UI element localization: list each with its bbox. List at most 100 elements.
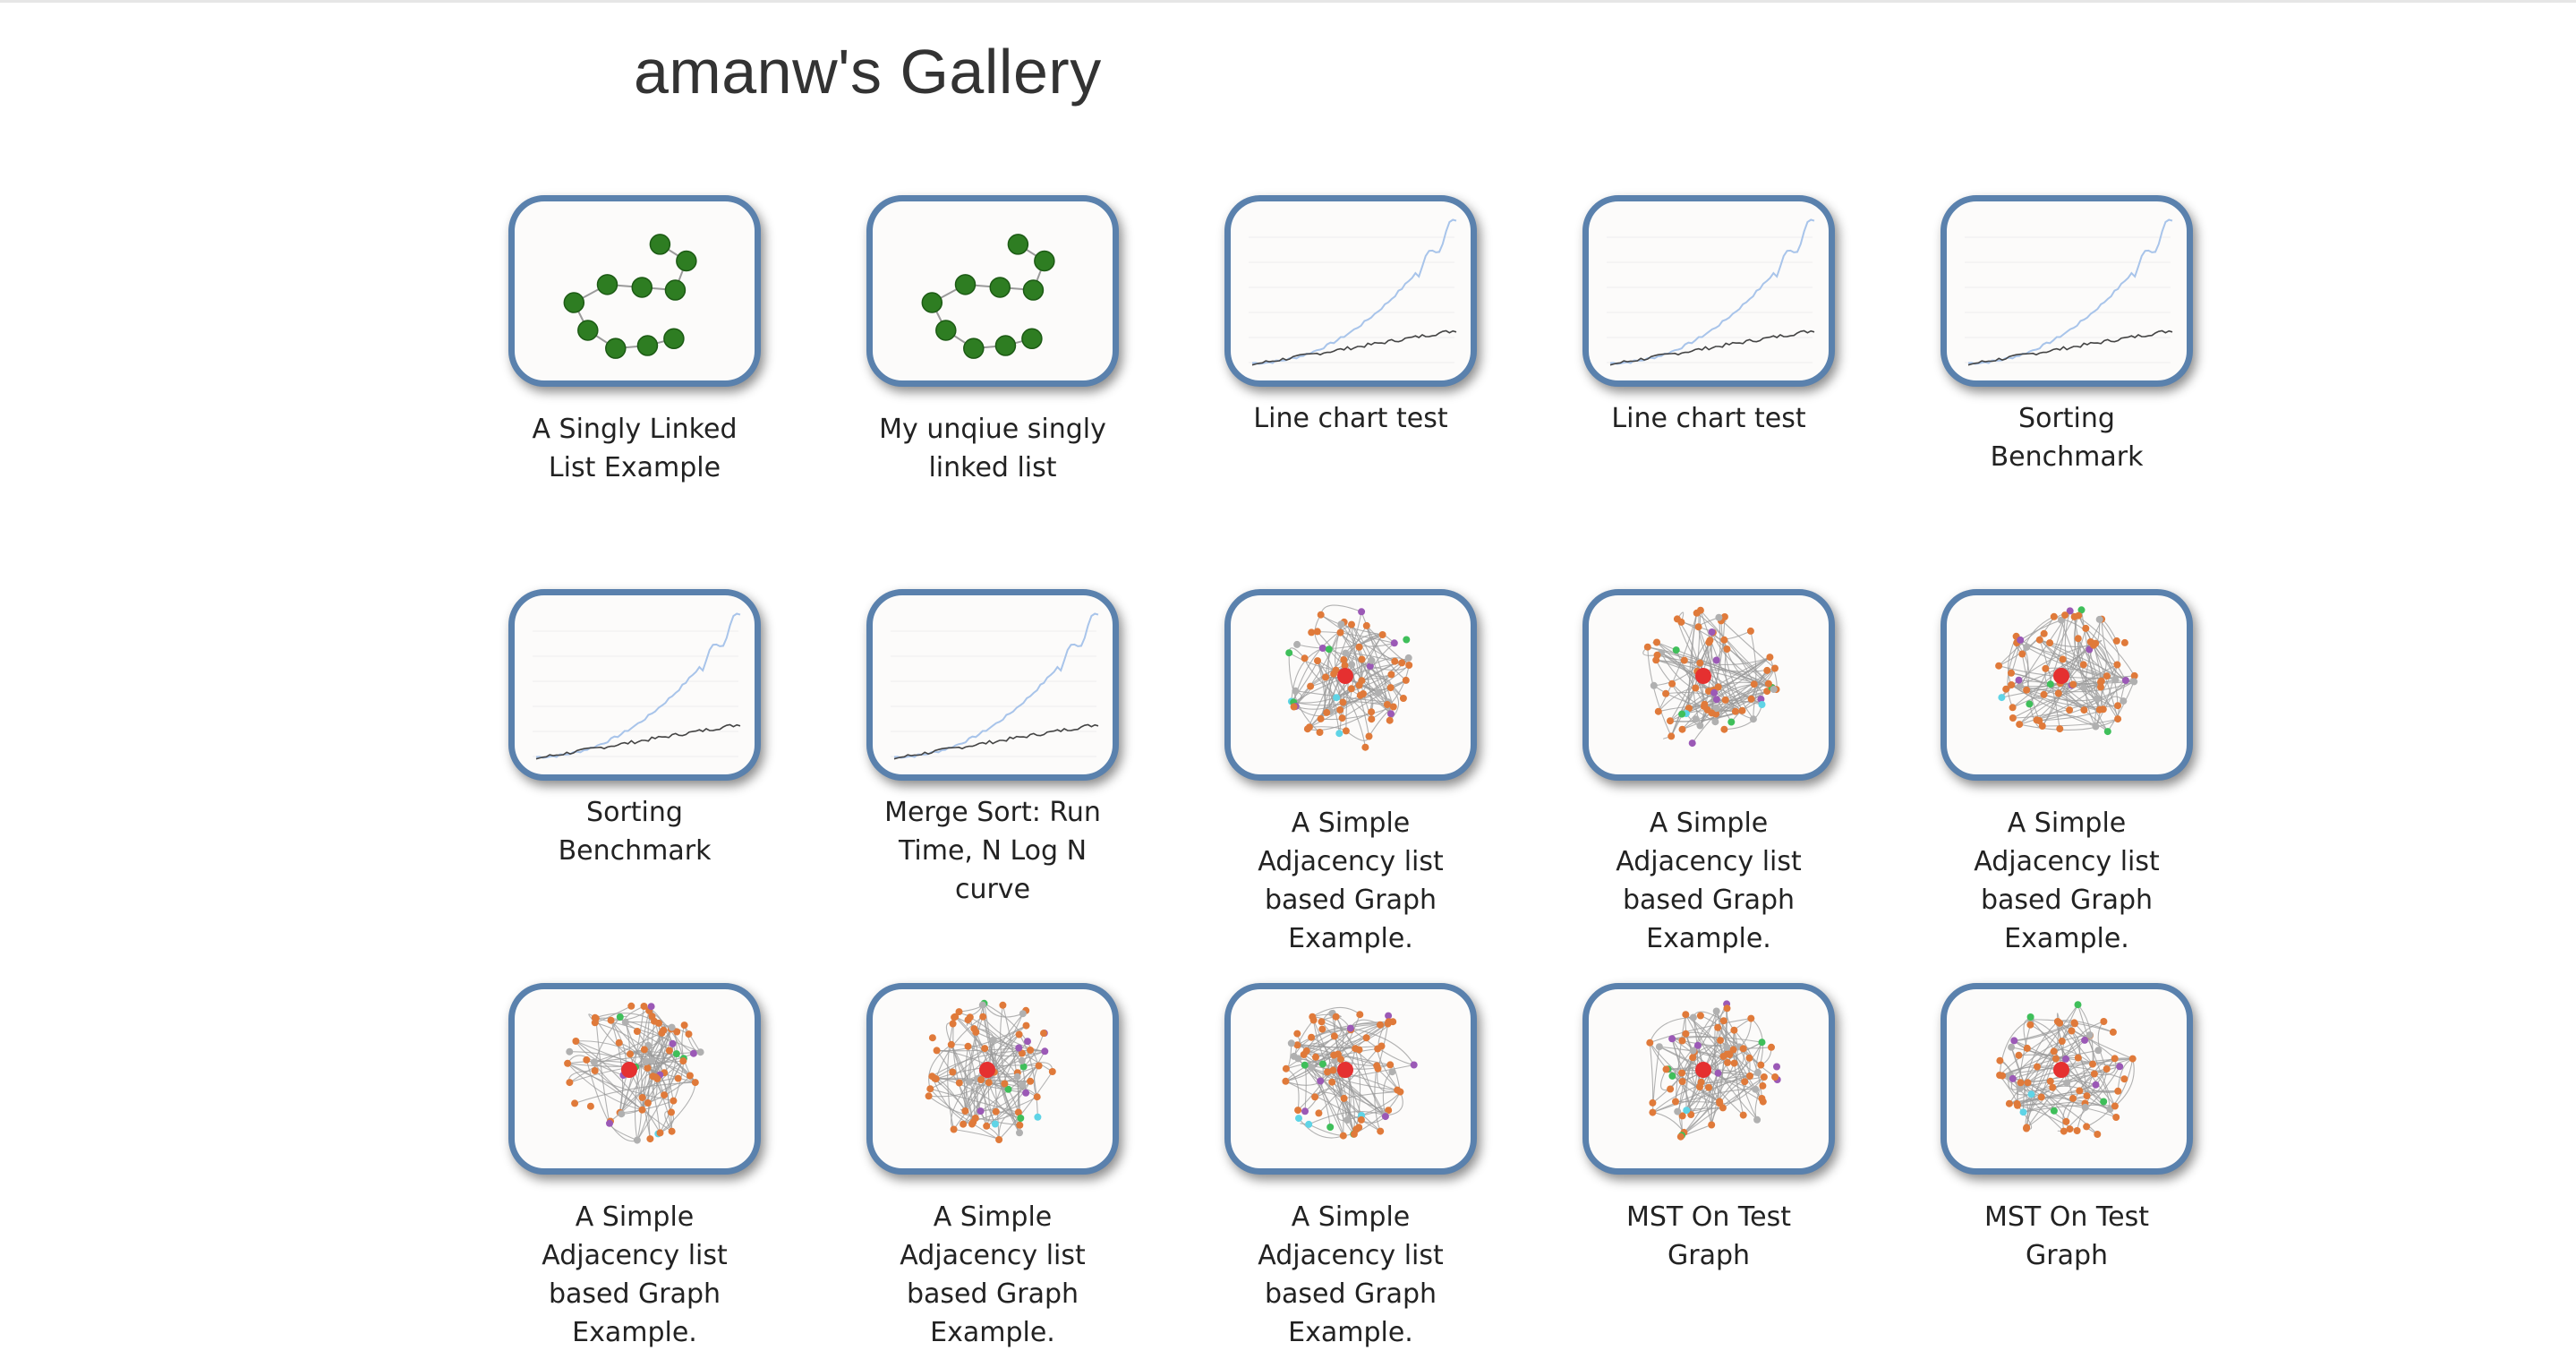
graph-hub-node [621,1062,637,1078]
graph-node [992,1107,1000,1115]
graph-node [1649,1108,1657,1116]
graph-node [1685,705,1693,713]
gallery-caption[interactable]: A Simple Adjacency list based Graph Exam… [1974,808,2160,954]
graph-node [972,1028,980,1036]
gallery-thumbnail[interactable] [1224,589,1477,781]
graph-node [1358,608,1366,616]
gallery-caption[interactable]: A Simple Adjacency list based Graph Exam… [542,1201,728,1348]
gallery-thumbnail[interactable] [1224,195,1477,387]
gallery-thumbnail[interactable] [1582,983,1835,1175]
graph-node [991,1120,999,1128]
gallery-thumbnail[interactable] [866,589,1119,781]
graph-node [648,1013,656,1021]
gallery-caption[interactable]: A Simple Adjacency list based Graph Exam… [1258,1201,1444,1348]
graph-node [627,1050,634,1058]
gallery-thumbnail[interactable] [1941,195,2193,387]
graph-hub-node [2053,1062,2069,1078]
gallery-caption[interactable]: MST On Test Graph [1625,1201,1792,1271]
graph-node [566,1047,574,1056]
gallery-thumbnail[interactable] [508,589,761,781]
graph-node [2038,722,2046,730]
graph-node [1720,636,1728,644]
graph-node [1330,1032,1338,1040]
gallery-thumbnail[interactable] [508,983,761,1175]
gallery-caption[interactable]: A Simple Adjacency list based Graph Exam… [900,1201,1086,1348]
gallery-thumbnail[interactable] [508,195,761,387]
gallery-caption[interactable]: My unqiue singly linked list [879,414,1106,483]
graph-node [1312,1053,1319,1061]
graph-node [1749,715,1757,723]
graph-node [2121,677,2129,684]
list-node [989,277,1011,298]
graph-node [2016,1084,2024,1092]
graph-node [696,1048,704,1056]
graph-node [1678,725,1686,733]
graph-node [1317,611,1325,619]
graph-node [1753,1068,1761,1076]
gallery-caption[interactable]: A Simple Adjacency list based Graph Exam… [1258,808,1444,954]
gallery-thumbnail[interactable] [866,983,1119,1175]
gallery-thumbnail[interactable] [1582,195,1835,387]
graph-node [1314,657,1321,665]
line-chart-drawing [1249,218,1457,366]
graph-node [1746,627,1754,635]
graph-node [1655,1043,1663,1051]
series-line-blue [1609,218,1815,365]
graph-node [2002,685,2010,693]
graph-node [2066,607,2074,615]
graph-node [661,1091,669,1099]
graph-node [1317,714,1325,722]
graph-node [591,1067,599,1074]
list-node [935,320,957,341]
graph-node [1689,1054,1697,1062]
graph-node [1995,662,2003,670]
gallery-caption[interactable]: Sorting Benchmark [558,797,712,867]
gallery-thumbnail[interactable] [866,195,1119,387]
graph-node [981,1045,989,1053]
gallery-thumbnail[interactable] [1224,983,1477,1175]
network-graph-drawing [1646,1000,1781,1141]
graph-node [1350,1130,1358,1138]
graph-node [2046,1077,2054,1085]
series-line-dark [535,723,741,760]
graph-node [1747,695,1755,703]
gallery-thumbnail[interactable] [1941,983,2193,1175]
graph-node [2060,1127,2068,1135]
graph-node [1678,1078,1686,1085]
graph-node [2113,661,2121,669]
graph-node [1758,1095,1766,1102]
graph-node [933,1047,941,1055]
gallery-caption[interactable]: Merge Sort: Run Time, N Log N curve [884,797,1101,905]
graph-node [1689,1047,1697,1055]
graph-node [1346,1024,1354,1032]
graph-node [1646,1038,1654,1047]
gallery-caption[interactable]: Line chart test [1611,403,1806,434]
graph-node [616,1013,624,1021]
graph-node [1696,659,1704,667]
graph-hub-node [1695,1062,1711,1078]
graph-node [1294,1107,1302,1115]
graph-node [999,1001,1007,1009]
graph-node [1033,1093,1041,1101]
graph-node [1318,645,1326,652]
list-node [649,234,671,255]
graph-node [1336,628,1344,637]
graph-node [1303,725,1311,733]
graph-node [1771,664,1778,672]
graph-node [2111,1055,2119,1063]
gallery-caption[interactable]: Sorting Benchmark [1990,403,2144,473]
gallery-thumbnail[interactable] [1941,589,2193,781]
gallery-caption[interactable]: Line chart test [1253,403,1448,434]
graph-node [1730,1026,1738,1034]
graph-node [1385,1107,1393,1115]
gallery-caption[interactable]: MST On Test Graph [1983,1201,2150,1271]
graph-node [2050,612,2058,620]
gallery-thumbnail[interactable] [1582,589,1835,781]
gallery-caption[interactable]: A Simple Adjacency list based Graph Exam… [1616,808,1802,954]
graph-node [964,1042,972,1050]
graph-node [1746,1072,1753,1080]
graph-node [1729,1046,1737,1054]
gallery-caption[interactable]: A Singly Linked List Example [532,414,738,483]
graph-node [2009,1074,2017,1082]
graph-node [2080,706,2088,714]
